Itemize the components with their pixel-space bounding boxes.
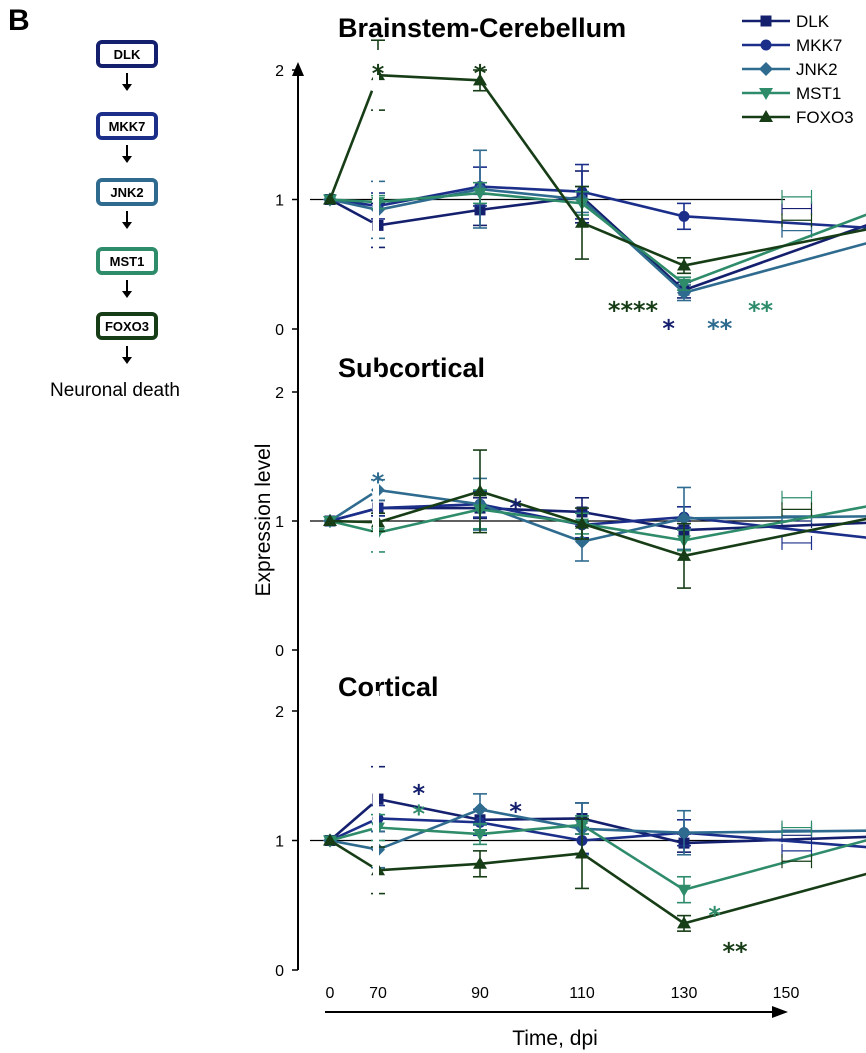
legend-label: MKK7: [796, 36, 842, 55]
legend-label: MST1: [796, 84, 841, 103]
y-tick-label: 2: [275, 704, 284, 721]
x-tick-label: 110: [569, 985, 595, 1002]
pathway-arrow: [122, 211, 132, 229]
y-tick-label: 1: [275, 834, 284, 851]
series-line-segment: [329, 198, 373, 204]
pathway-node-mkk7: MKK7: [96, 112, 158, 140]
significance-marker: *: [413, 800, 426, 828]
significance-marker: *: [372, 60, 385, 88]
legend-marker: [760, 39, 772, 51]
series-line-segment: [329, 839, 373, 868]
axis-break-gap: [373, 691, 379, 975]
series-line-segment: [329, 492, 373, 523]
pathway-node-dlk: DLK: [96, 40, 158, 68]
data-point-marker: [473, 856, 487, 869]
y-axis-arrowhead: [292, 62, 304, 76]
panel-title: Subcortical: [338, 353, 485, 383]
pathway-arrow: [122, 145, 132, 163]
pathway-diagram: DLK MKK7 JNK2 MST1 FOXO3 Neuronal death: [40, 40, 210, 410]
y-tick-label: 2: [275, 385, 284, 402]
significance-marker: *: [708, 901, 721, 929]
legend-marker: [759, 62, 773, 76]
y-tick-label: 0: [275, 322, 284, 339]
data-point-marker: [473, 802, 487, 817]
legend-marker: [759, 88, 773, 100]
data-point-marker: [323, 192, 337, 205]
panel-title: Brainstem-Cerebellum: [338, 13, 626, 43]
y-tick-label: 0: [275, 963, 284, 980]
data-point-marker: [677, 916, 691, 929]
data-point-marker: [473, 829, 487, 842]
series-line-segment: [329, 803, 373, 842]
data-point-marker: [575, 516, 589, 529]
axis-break-gap: [373, 50, 379, 334]
data-point-marker: [677, 285, 691, 300]
series-line: [377, 817, 866, 849]
panel-letter: B: [8, 4, 30, 37]
data-point-marker: [677, 258, 691, 271]
pathway-node-mst1: MST1: [96, 247, 158, 275]
x-tick-label: 70: [369, 985, 387, 1002]
legend-marker: [760, 15, 772, 27]
series-line: [377, 852, 866, 925]
legend-label: DLK: [796, 12, 830, 31]
pathway-node-foxo3: FOXO3: [96, 312, 158, 340]
significance-marker: *: [413, 780, 426, 808]
pathway-arrow: [122, 73, 132, 91]
data-point-marker: [677, 278, 691, 291]
series-line: [377, 808, 866, 851]
significance-marker: *: [662, 315, 675, 343]
data-point-marker: [677, 825, 691, 840]
data-point-marker: [473, 484, 487, 497]
data-point-marker: [323, 833, 337, 846]
axis-break-gap: [373, 372, 379, 655]
pathway-outcome-label: Neuronal death: [50, 380, 180, 401]
series-line-segment: [329, 198, 373, 224]
x-tick-label: 0: [326, 985, 335, 1002]
y-tick-label: 1: [275, 193, 284, 210]
data-point-marker: [575, 534, 589, 549]
panel-title: Cortical: [338, 672, 439, 702]
data-point-marker: [323, 514, 337, 526]
data-point-marker: [677, 884, 691, 897]
data-point-marker: [473, 188, 487, 201]
series-line-segment: [328, 90, 374, 200]
significance-marker: ****: [608, 297, 659, 325]
legend-label: JNK2: [796, 60, 838, 79]
significance-marker: *: [509, 494, 522, 522]
legend-label: FOXO3: [796, 108, 854, 127]
pathway-node-jnk2: JNK2: [96, 178, 158, 206]
significance-marker: **: [748, 297, 774, 325]
significance-marker: *: [474, 60, 487, 88]
pathway-arrow: [122, 346, 132, 364]
x-axis-label: Time, dpi: [512, 1027, 598, 1050]
data-point-marker: [677, 548, 691, 561]
significance-marker: **: [707, 315, 733, 343]
series-line-segment: [329, 519, 373, 533]
data-point-marker: [575, 846, 589, 859]
series-line-segment: [329, 508, 373, 523]
series-line-segment: [329, 827, 373, 842]
x-tick-label: 130: [671, 985, 698, 1002]
data-point-marker: [678, 210, 690, 222]
series-line: [377, 490, 866, 558]
legend-marker: [759, 110, 773, 122]
pathway-arrow: [122, 280, 132, 298]
x-axis-arrowhead: [772, 1006, 788, 1018]
series-line-segment: [329, 519, 373, 524]
y-tick-label: 0: [275, 643, 284, 660]
significance-marker: *: [372, 468, 385, 496]
y-tick-label: 1: [275, 514, 284, 531]
series-line-segment: [329, 839, 373, 850]
x-tick-label: 90: [471, 985, 489, 1002]
data-point-marker: [473, 73, 487, 86]
significance-marker: *: [509, 798, 522, 826]
x-tick-label: 150: [773, 985, 800, 1002]
y-tick-label: 2: [275, 63, 284, 80]
data-point-marker: [677, 511, 691, 526]
y-axis-label: Expression level: [252, 444, 275, 597]
significance-marker: **: [722, 938, 748, 966]
data-point-marker: [575, 215, 589, 228]
